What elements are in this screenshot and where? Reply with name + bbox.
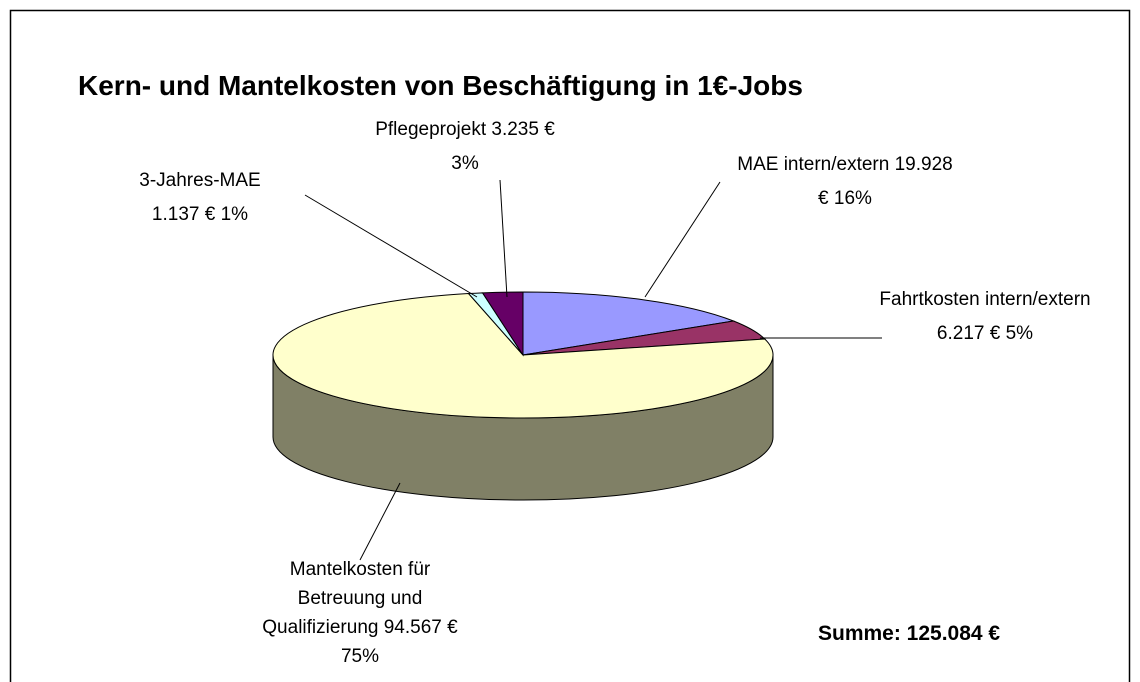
leader-line [359,482,401,561]
slice [481,291,524,357]
slice-label: Fahrtkosten intern/extern 6.217 € 5% [870,283,1100,351]
value-label: 1.137 € [151,204,216,225]
percent-label: 75% [340,646,380,667]
value-label: 94.567 € [383,617,458,638]
value-label: 6.217 € [936,323,1001,344]
frame [9,9,1131,682]
leader-lines [304,179,882,561]
slice [522,291,736,356]
slice-label: 3-Jahres-MAE 1.137 € 1% [120,164,280,232]
category-label: Mantelkosten für Betreuung und Qualifizi… [262,559,431,638]
percent-label: 1% [220,204,249,225]
percent-label: 5% [1005,323,1034,344]
value-label: 19.928 € [818,154,953,209]
leader-line [304,194,478,298]
percent-label: 16% [833,188,872,209]
category-label: Pflegeprojekt [375,119,487,140]
percent-label: 3% [451,153,479,174]
slice-label: Pflegeprojekt 3.235 € 3% [375,113,555,181]
category-label: MAE intern/extern [737,154,890,175]
annotation: Summe: 125.084 € [818,622,1001,645]
slice-label: MAE intern/extern 19.928 € 16% [735,148,955,216]
leader-line [499,179,508,298]
slice-label: Mantelkosten für Betreuung und Qualifizi… [255,555,465,671]
leader-line [644,181,721,298]
value-label: 3.235 € [491,119,555,140]
chart-title: Kern- und Mantelkosten von Beschäftigung… [78,70,803,101]
category-label: 3-Jahres-MAE [139,170,261,191]
category-label: Fahrtkosten intern/extern [879,289,1091,310]
